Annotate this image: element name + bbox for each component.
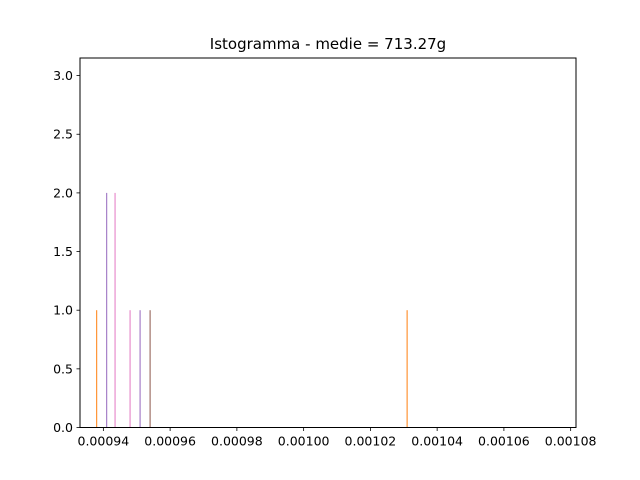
y-tick-label: 0.5 [53, 361, 73, 376]
y-tick-label: 0.0 [53, 420, 73, 435]
axes-frame [79, 57, 577, 428]
y-tick-label: 3.0 [53, 68, 73, 83]
histogram-bar [149, 310, 151, 428]
x-tick-label: 0.00096 [144, 434, 196, 449]
histogram-bar [96, 310, 98, 428]
histogram-bar [114, 192, 116, 428]
y-tick-label: 2.0 [53, 185, 73, 200]
x-tick-label: 0.00108 [545, 434, 597, 449]
y-tick-label: 1.5 [53, 244, 73, 259]
y-tick-label: 2.5 [53, 127, 73, 142]
plot-area [96, 192, 408, 428]
histogram-bar [129, 310, 131, 428]
chart-title: Istogramma - medie = 713.27g [210, 35, 446, 53]
x-tick-label: 0.00102 [345, 434, 397, 449]
x-tick-label: 0.00104 [411, 434, 463, 449]
x-tick-label: 0.00094 [78, 434, 130, 449]
y-axis: 0.0 0.5 1.0 1.5 2.0 2.5 3.0 [53, 68, 80, 435]
y-tick-label: 1.0 [53, 303, 73, 318]
histogram-bar [406, 310, 408, 428]
x-axis: 0.00094 0.00096 0.00098 0.00100 0.00102 0.001… [78, 427, 597, 449]
histogram-bar [139, 310, 141, 428]
x-tick-label: 0.00098 [211, 434, 263, 449]
x-tick-label: 0.00106 [478, 434, 530, 449]
x-tick-label: 0.00100 [278, 434, 330, 449]
histogram-bar [106, 192, 108, 428]
